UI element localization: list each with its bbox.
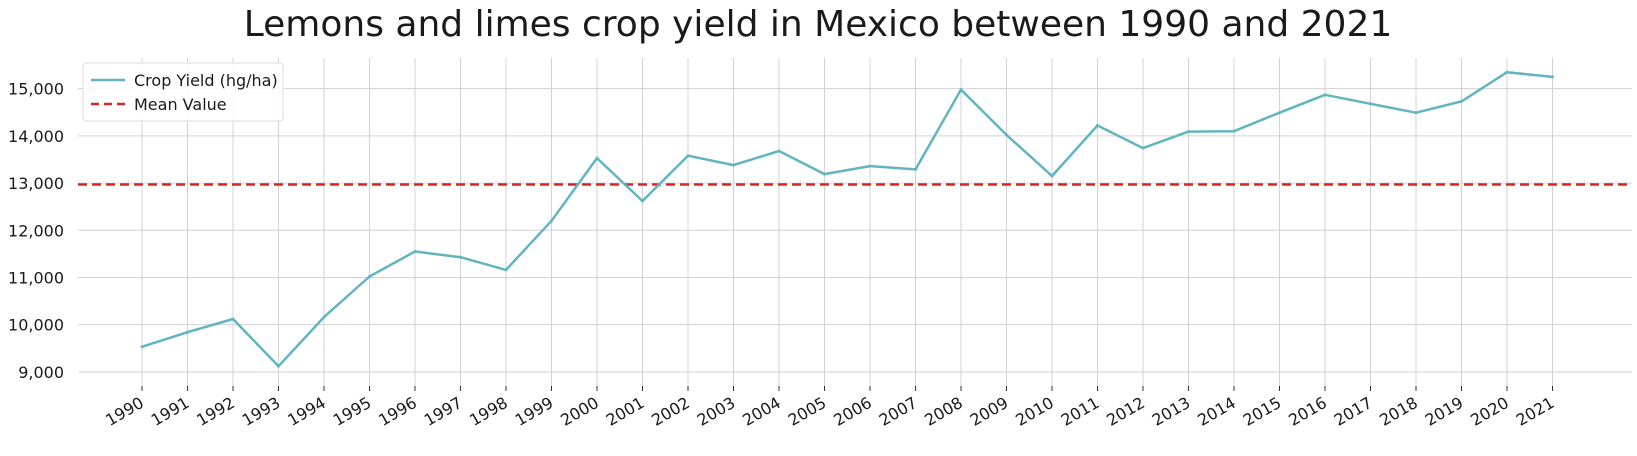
data-point-1996 <box>413 249 417 253</box>
x-tick-label-2002: 2002 <box>648 393 693 430</box>
data-point-1991 <box>186 330 189 334</box>
y-axis-ticks: 9,000 10,000 11,000 12,000 13,000 14,000 15,00… <box>8 80 64 382</box>
data-point-2020 <box>1505 70 1509 74</box>
y-tick-label-9000: 9,000 <box>18 363 64 382</box>
chart-title: Lemons and limes crop yield in Mexico be… <box>244 4 1393 45</box>
data-point-1992 <box>231 317 235 321</box>
x-tick-label-1990: 1990 <box>102 393 147 430</box>
x-tick-label-2001: 2001 <box>603 393 648 430</box>
x-tick-label-1997: 1997 <box>421 393 466 430</box>
x-tick-label-1996: 1996 <box>375 393 420 430</box>
y-tick-label-15000: 15,000 <box>8 80 64 99</box>
data-point-2004 <box>777 149 781 153</box>
x-tick-label-1998: 1998 <box>466 393 511 430</box>
x-tick-label-2003: 2003 <box>694 393 739 430</box>
x-tick-label-1994: 1994 <box>284 393 329 430</box>
x-tick-label-1993: 1993 <box>239 393 284 430</box>
data-point-1993 <box>277 364 280 368</box>
data-point-1994 <box>322 315 326 319</box>
data-point-2001 <box>641 199 644 203</box>
x-tick-label-1999: 1999 <box>512 393 557 430</box>
data-point-1995 <box>368 275 371 279</box>
x-tick-label-1991: 1991 <box>148 393 193 430</box>
x-tick-label-2004: 2004 <box>739 393 784 430</box>
legend-series-label: Crop Yield (hg/ha) <box>134 71 278 90</box>
x-tick-label-2020: 2020 <box>1467 393 1512 430</box>
legend: Crop Yield (hg/ha) Mean Value <box>82 62 284 122</box>
data-point-2008 <box>959 88 963 92</box>
x-tick-label-2011: 2011 <box>1058 393 1103 430</box>
data-point-2007 <box>914 167 917 171</box>
data-point-2019 <box>1460 99 1463 103</box>
x-tick-label-2021: 2021 <box>1513 393 1558 430</box>
y-tick-label-10000: 10,000 <box>8 316 64 335</box>
data-point-2013 <box>1187 130 1190 134</box>
x-axis-ticks: 1990 1991 1992 1993 1994 1995 1996 1997 1998 1999… <box>102 386 1558 430</box>
data-point-2016 <box>1323 93 1327 97</box>
data-point-2011 <box>1096 123 1099 127</box>
data-point-2000 <box>595 156 599 160</box>
x-tick-label-2005: 2005 <box>785 393 830 430</box>
x-tick-label-2008: 2008 <box>921 393 966 430</box>
x-tick-label-2000: 2000 <box>557 393 602 430</box>
data-point-2002 <box>686 154 690 158</box>
data-point-2015 <box>1278 111 1281 115</box>
data-point-2003 <box>732 163 735 167</box>
y-tick-label-14000: 14,000 <box>8 127 64 146</box>
data-point-2018 <box>1414 111 1418 115</box>
data-point-2017 <box>1369 102 1372 106</box>
data-point-2006 <box>868 164 872 168</box>
y-tick-label-13000: 13,000 <box>8 174 64 193</box>
data-point-1997 <box>459 255 462 259</box>
series-line-crop-yield <box>141 70 1553 368</box>
data-point-1990 <box>140 345 144 349</box>
data-point-2009 <box>1005 133 1008 137</box>
x-tick-label-2006: 2006 <box>830 393 875 430</box>
data-point-2010 <box>1050 174 1054 178</box>
x-tick-label-2016: 2016 <box>1285 393 1330 430</box>
x-tick-label-2010: 2010 <box>1012 393 1057 430</box>
legend-mean-label: Mean Value <box>134 95 227 114</box>
x-tick-label-2018: 2018 <box>1376 393 1421 430</box>
x-tick-label-2019: 2019 <box>1422 393 1467 430</box>
x-tick-label-1992: 1992 <box>193 393 238 430</box>
x-tick-label-2013: 2013 <box>1149 393 1194 430</box>
x-tick-label-1995: 1995 <box>330 393 375 430</box>
x-tick-label-2007: 2007 <box>876 393 921 430</box>
y-tick-label-12000: 12,000 <box>8 221 64 240</box>
grid <box>78 58 1632 386</box>
x-tick-label-2017: 2017 <box>1331 393 1376 430</box>
y-tick-label-11000: 11,000 <box>8 268 64 287</box>
x-tick-label-2009: 2009 <box>967 393 1012 430</box>
x-tick-label-2015: 2015 <box>1240 393 1285 430</box>
x-tick-label-2014: 2014 <box>1194 393 1239 430</box>
data-point-2014 <box>1232 129 1236 133</box>
data-point-1999 <box>550 219 553 223</box>
x-tick-label-2012: 2012 <box>1103 393 1148 430</box>
data-point-2021 <box>1551 75 1554 79</box>
data-point-1998 <box>504 268 508 272</box>
legend-box <box>82 62 284 122</box>
data-point-2005 <box>823 172 826 176</box>
series-layer <box>140 70 1554 368</box>
data-point-2012 <box>1141 146 1145 150</box>
